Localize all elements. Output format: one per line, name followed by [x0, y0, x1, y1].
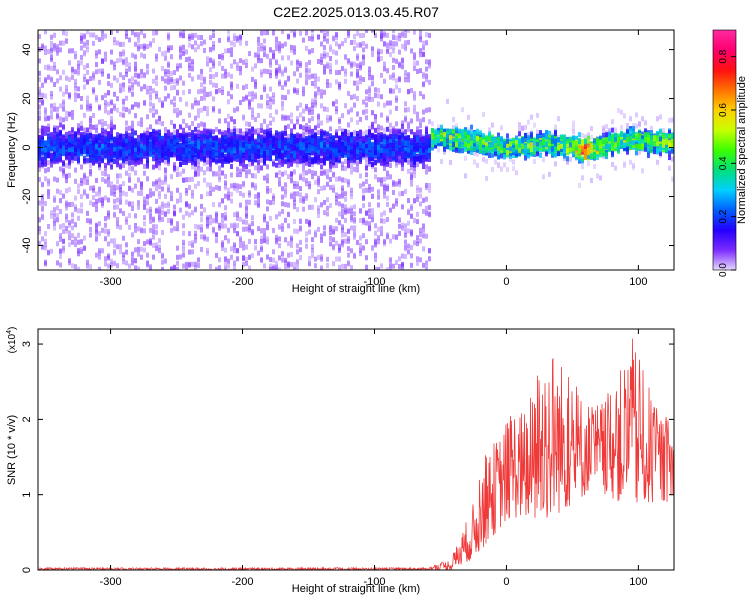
- spectrogram-y-tick-label: 20: [21, 92, 33, 104]
- snr-x-label: Height of straight line (km): [292, 583, 420, 595]
- snr-y-tick-label: 3: [21, 341, 33, 347]
- colorbar-tick-label: 0.0: [718, 263, 729, 277]
- spectrogram-x-tick-label: 0: [503, 276, 509, 288]
- colorbar-tick-label: 0.4: [718, 156, 729, 170]
- snr-x-tick-label: -300: [100, 576, 122, 588]
- spectrogram-x-axis: -300 -200 -100 0 100: [100, 30, 648, 288]
- spectrogram-x-tick-label: -100: [363, 276, 385, 288]
- figure-title: C2E2.2025.013.03.45.R07: [273, 4, 439, 20]
- snr-x-tick-label: 0: [503, 576, 509, 588]
- spectrogram-x-tick-label: -200: [232, 276, 254, 288]
- snr-y-tick-label: 2: [21, 416, 33, 422]
- snr-x-axis: -300 -200 -100 0 100: [100, 329, 648, 588]
- spectrogram-heatmap: [38, 30, 674, 270]
- spectrogram-y-tick-label: -40: [21, 238, 33, 254]
- snr-frame: [37, 328, 675, 571]
- snr-y-label: SNR (10 * v/v): [6, 415, 18, 485]
- spectrogram-y-axis: -40 -20 0 20 40: [21, 43, 674, 253]
- snr-y-axis: 0 1 2 3: [21, 341, 674, 573]
- colorbar-ticks: 0.0 0.2 0.4 0.6 0.8: [718, 49, 736, 277]
- spectrogram-y-tick-label: 40: [21, 43, 33, 55]
- colorbar: 0.0 0.2 0.4 0.6 0.8 Normalized spectral ampl…: [712, 29, 748, 277]
- spectrogram-frame: [37, 29, 675, 271]
- snr-x-tick-label: -100: [363, 576, 385, 588]
- spectrogram-y-label: Frequency (Hz): [6, 112, 18, 188]
- colorbar-tick-label: 0.8: [718, 49, 729, 63]
- snr-y-tick-label: 1: [21, 492, 33, 498]
- spectrogram-x-tick-label: 100: [629, 276, 647, 288]
- snr-x-tick-label: -200: [232, 576, 254, 588]
- snr-panel: -300 -200 -100 0 100 0 1 2 3 Height of straight…: [6, 327, 675, 595]
- snr-x-tick-label: 100: [629, 576, 647, 588]
- spectrogram-x-label: Height of straight line (km): [292, 283, 420, 295]
- snr-y-tick-label: 0: [21, 567, 33, 573]
- spectrogram-x-tick-label: -300: [100, 276, 122, 288]
- snr-scale-label: (x104): [6, 327, 18, 354]
- snr-line: [38, 338, 674, 570]
- colorbar-label: Normalized spectral amplitude: [736, 76, 748, 224]
- snr-background: [38, 329, 674, 570]
- colorbar-tick-label: 0.6: [718, 103, 729, 117]
- colorbar-gradient: [713, 30, 736, 270]
- spectrogram-y-tick-label: 0: [21, 144, 33, 150]
- colorbar-tick-label: 0.2: [718, 209, 729, 223]
- spectrogram-y-tick-label: -20: [21, 189, 33, 205]
- colorbar-frame: [712, 29, 737, 271]
- snr-series: [38, 338, 674, 570]
